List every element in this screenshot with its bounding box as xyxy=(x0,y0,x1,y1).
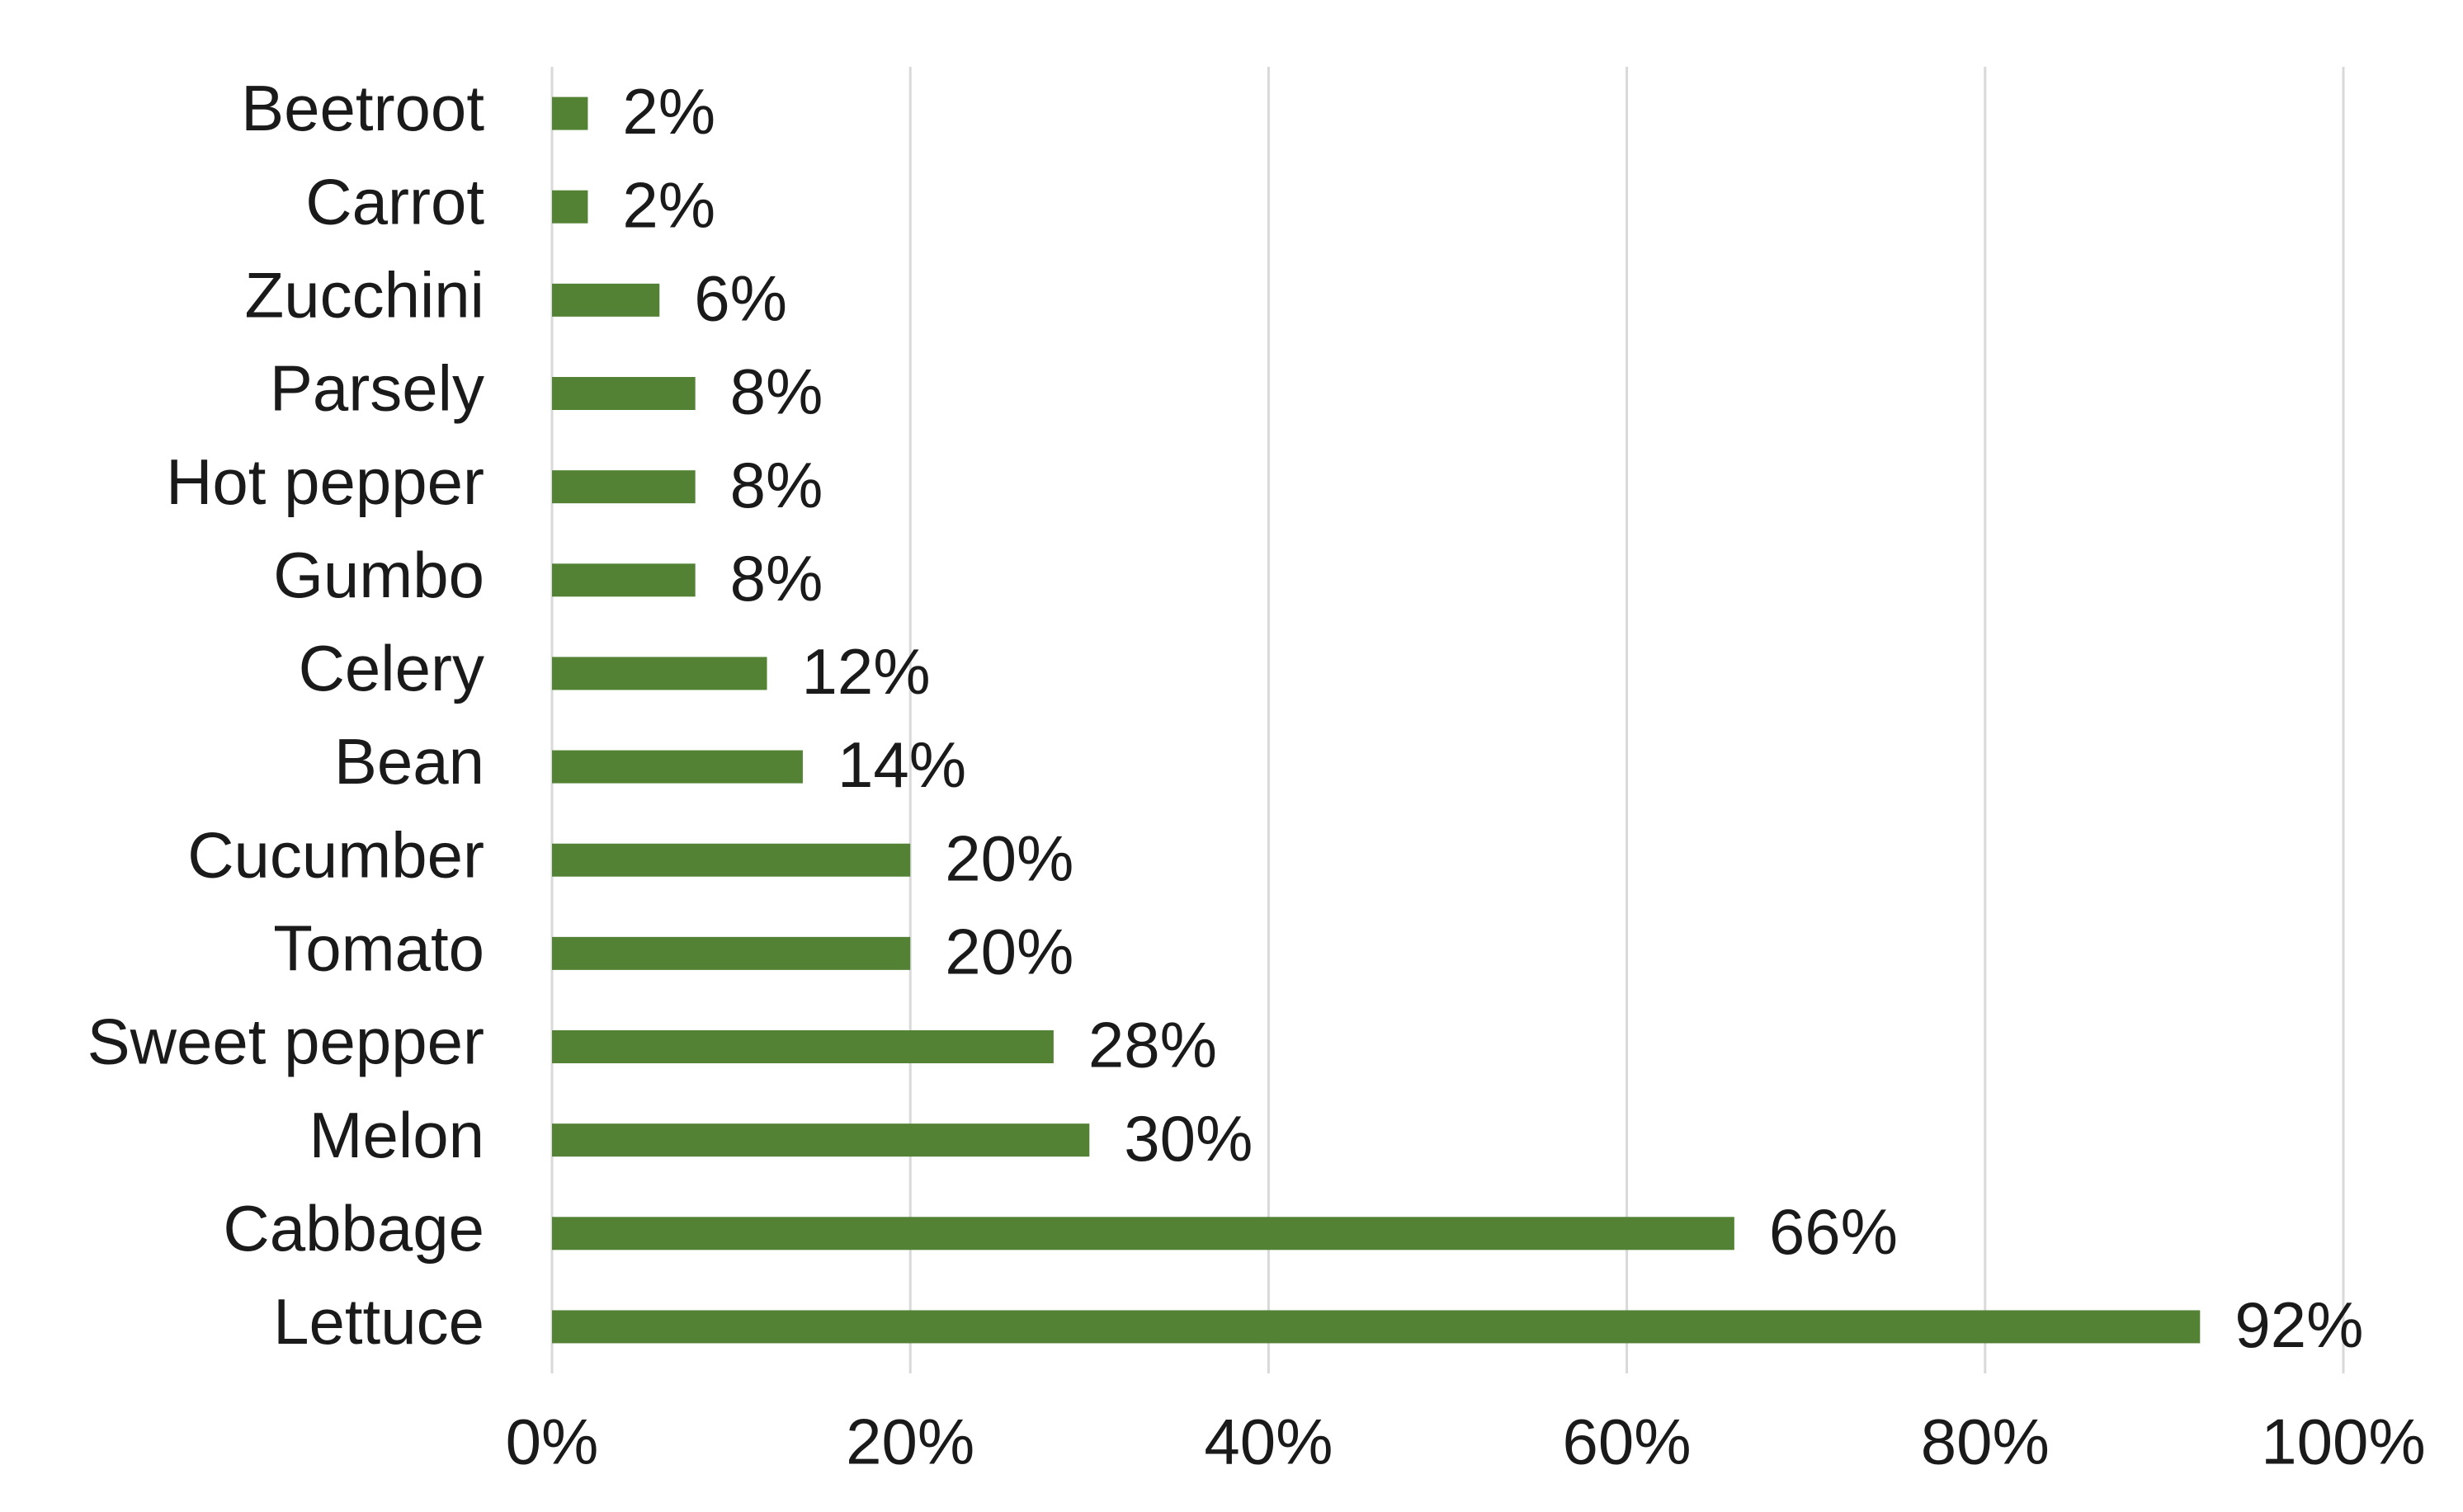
value-label: 6% xyxy=(694,261,787,334)
bar xyxy=(552,377,696,410)
x-tick-label: 20% xyxy=(846,1406,974,1478)
y-tick-label: Gumbo xyxy=(273,539,484,611)
value-label: 8% xyxy=(730,356,823,428)
bar xyxy=(552,657,767,690)
y-tick-label: Carrot xyxy=(305,165,484,238)
y-tick-label: Melon xyxy=(309,1099,484,1171)
y-tick-label: Hot pepper xyxy=(166,445,484,518)
value-label: 20% xyxy=(945,915,1073,987)
value-label: 12% xyxy=(802,635,931,708)
bar xyxy=(552,1217,1734,1251)
x-tick-label: 80% xyxy=(1921,1406,2050,1478)
bar xyxy=(552,750,803,784)
y-tick-label: Bean xyxy=(334,725,484,798)
y-tick-label: Sweet pepper xyxy=(87,1006,484,1078)
y-tick-label: Parsely xyxy=(270,352,484,425)
bar xyxy=(552,936,911,970)
bar xyxy=(552,1030,1054,1063)
value-label: 66% xyxy=(1769,1195,1898,1268)
value-label: 2% xyxy=(622,168,715,241)
x-tick-label: 40% xyxy=(1204,1406,1333,1478)
bar xyxy=(552,1310,2201,1344)
value-label: 8% xyxy=(730,542,823,615)
bar xyxy=(552,283,660,317)
value-label: 20% xyxy=(945,822,1073,894)
bar xyxy=(552,1123,1090,1157)
bar xyxy=(552,190,588,224)
y-tick-label: Cucumber xyxy=(187,818,484,891)
x-tick-label: 60% xyxy=(1563,1406,1692,1478)
y-tick-label: Beetroot xyxy=(241,72,484,144)
x-tick-label: 0% xyxy=(506,1406,599,1478)
x-tick-label: 100% xyxy=(2261,1406,2426,1478)
value-label: 28% xyxy=(1088,1009,1217,1081)
y-tick-label: Lettuce xyxy=(273,1285,484,1358)
value-label: 30% xyxy=(1124,1102,1253,1175)
value-label: 92% xyxy=(2234,1288,2363,1361)
bar xyxy=(552,97,588,130)
y-tick-label: Tomato xyxy=(273,911,484,984)
bar xyxy=(552,563,696,597)
value-label: 2% xyxy=(622,75,715,148)
bar xyxy=(552,470,696,504)
bar xyxy=(552,843,911,877)
value-label: 14% xyxy=(838,728,966,801)
value-label: 8% xyxy=(730,449,823,521)
y-tick-label: Cabbage xyxy=(223,1192,484,1265)
y-tick-label: Celery xyxy=(299,632,484,704)
y-tick-label: Zucchini xyxy=(245,258,484,331)
